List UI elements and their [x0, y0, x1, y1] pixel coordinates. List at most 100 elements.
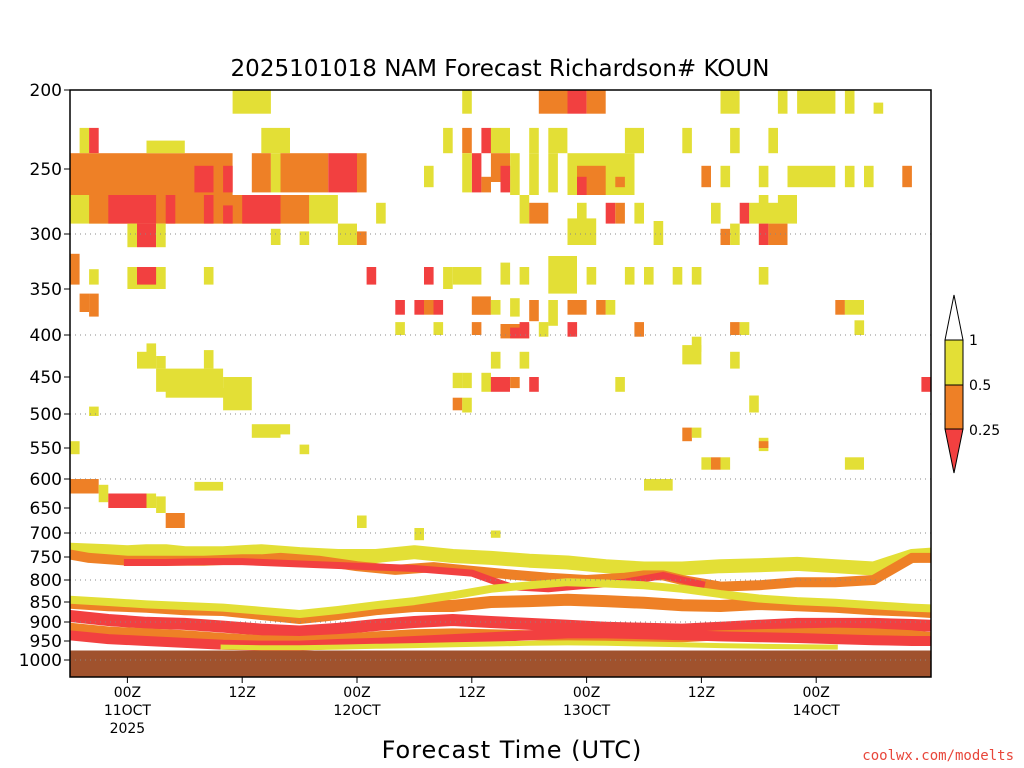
ri-cell	[433, 322, 444, 335]
x-tick-label: 00Z	[802, 685, 829, 701]
x-tick-label: 00Z	[343, 685, 370, 701]
ri-cell	[720, 228, 731, 245]
ri-cell	[567, 218, 597, 245]
ri-cell	[70, 253, 80, 285]
ri-cell	[711, 457, 721, 470]
ri-cell	[165, 388, 243, 398]
ri-cell	[452, 372, 463, 389]
ri-cell	[644, 267, 654, 285]
ri-cell	[137, 223, 157, 248]
color-legend: 1 0.5 0.25	[944, 294, 1000, 474]
ri-cell	[519, 351, 530, 369]
legend-arrow-up	[944, 294, 964, 341]
ri-cell	[529, 202, 549, 224]
plot-area	[70, 90, 931, 677]
ri-cell	[490, 300, 501, 315]
ri-cell	[672, 267, 683, 285]
ri-cell	[261, 127, 290, 154]
ri-cell	[500, 165, 511, 193]
y-tick-label: 650	[30, 499, 62, 519]
ri-cell	[739, 202, 750, 224]
ri-low-level-band	[70, 578, 931, 618]
x-tick-label: 12OCT	[333, 703, 381, 719]
ri-cell	[223, 165, 233, 193]
ri-cell	[586, 90, 606, 114]
ri-cell	[529, 300, 539, 322]
y-tick-label: 500	[30, 405, 62, 425]
ri-cell	[108, 195, 157, 224]
ri-cell	[490, 530, 501, 538]
ri-cell	[424, 267, 434, 285]
ri-cell	[758, 267, 769, 285]
ri-cell	[156, 356, 166, 369]
ri-cell	[567, 322, 578, 337]
ri-cell	[577, 176, 587, 195]
ri-cell	[98, 484, 109, 503]
ri-cell	[165, 513, 185, 528]
ri-cell	[452, 397, 463, 411]
ri-cell	[624, 127, 644, 154]
ri-cell	[653, 221, 664, 245]
ri-cell	[203, 195, 214, 224]
ri-cell	[749, 395, 759, 413]
ri-cell	[730, 351, 740, 369]
ri-cell	[835, 300, 845, 315]
ri-cell	[395, 322, 405, 335]
ri-cell	[634, 322, 644, 337]
ri-low-level-band	[123, 558, 706, 593]
ri-cell	[596, 300, 606, 315]
ri-cell	[538, 90, 568, 114]
ri-cell	[844, 457, 864, 470]
ri-cell	[758, 165, 769, 188]
ri-cell	[519, 195, 530, 224]
y-tick-label: 250	[30, 160, 62, 180]
ri-cell	[156, 496, 166, 513]
x-tick-label: 00Z	[573, 685, 600, 701]
y-tick-label: 300	[30, 225, 62, 245]
ri-cell	[730, 223, 740, 245]
ri-cell	[519, 267, 530, 285]
ri-cell	[70, 479, 99, 494]
plot-frame	[69, 89, 932, 678]
ri-cell	[567, 300, 587, 315]
ri-cell	[615, 377, 625, 392]
ri-cell	[548, 127, 568, 154]
ri-cell	[270, 228, 281, 245]
y-tick-label: 450	[30, 368, 62, 388]
ri-cell	[79, 293, 90, 312]
legend-label-0-5: 0.5	[969, 378, 991, 394]
legend-bin-orange	[944, 384, 964, 430]
ri-cell	[452, 267, 482, 285]
ri-cell	[873, 102, 884, 114]
ri-cell	[146, 493, 157, 508]
ri-cell	[223, 205, 233, 224]
x-tick-label: 13OCT	[563, 703, 611, 719]
ri-cell	[529, 153, 539, 195]
ri-cell	[251, 424, 281, 438]
chart-title: 2025101018 NAM Forecast Richardson# KOUN	[231, 56, 770, 82]
ri-cell	[510, 153, 520, 195]
ri-cell	[89, 293, 99, 317]
y-tick-label: 600	[30, 470, 62, 490]
ri-cell	[864, 165, 874, 188]
y-tick-label: 800	[30, 571, 62, 591]
ri-cell	[481, 127, 491, 154]
ri-cell	[548, 256, 577, 294]
ri-cell	[203, 350, 214, 369]
credit-text: coolwx.com/modelts	[862, 748, 1014, 764]
ri-cell	[299, 231, 310, 245]
ri-cell	[797, 90, 836, 114]
ri-cell	[194, 165, 214, 193]
x-tick-label: 12Z	[228, 685, 255, 701]
x-tick-label: 12Z	[688, 685, 715, 701]
y-tick-label: 700	[30, 524, 62, 544]
ri-cell	[471, 296, 491, 315]
ri-cell	[146, 140, 185, 154]
y-tick-label: 1000	[19, 651, 62, 671]
y-tick-label: 400	[30, 326, 62, 346]
ri-cell	[902, 165, 912, 188]
legend-label-0-25: 0.25	[969, 423, 1000, 439]
ri-cell	[730, 127, 740, 154]
ri-cell	[538, 322, 549, 337]
x-tick-label: 11OCT	[104, 703, 152, 719]
